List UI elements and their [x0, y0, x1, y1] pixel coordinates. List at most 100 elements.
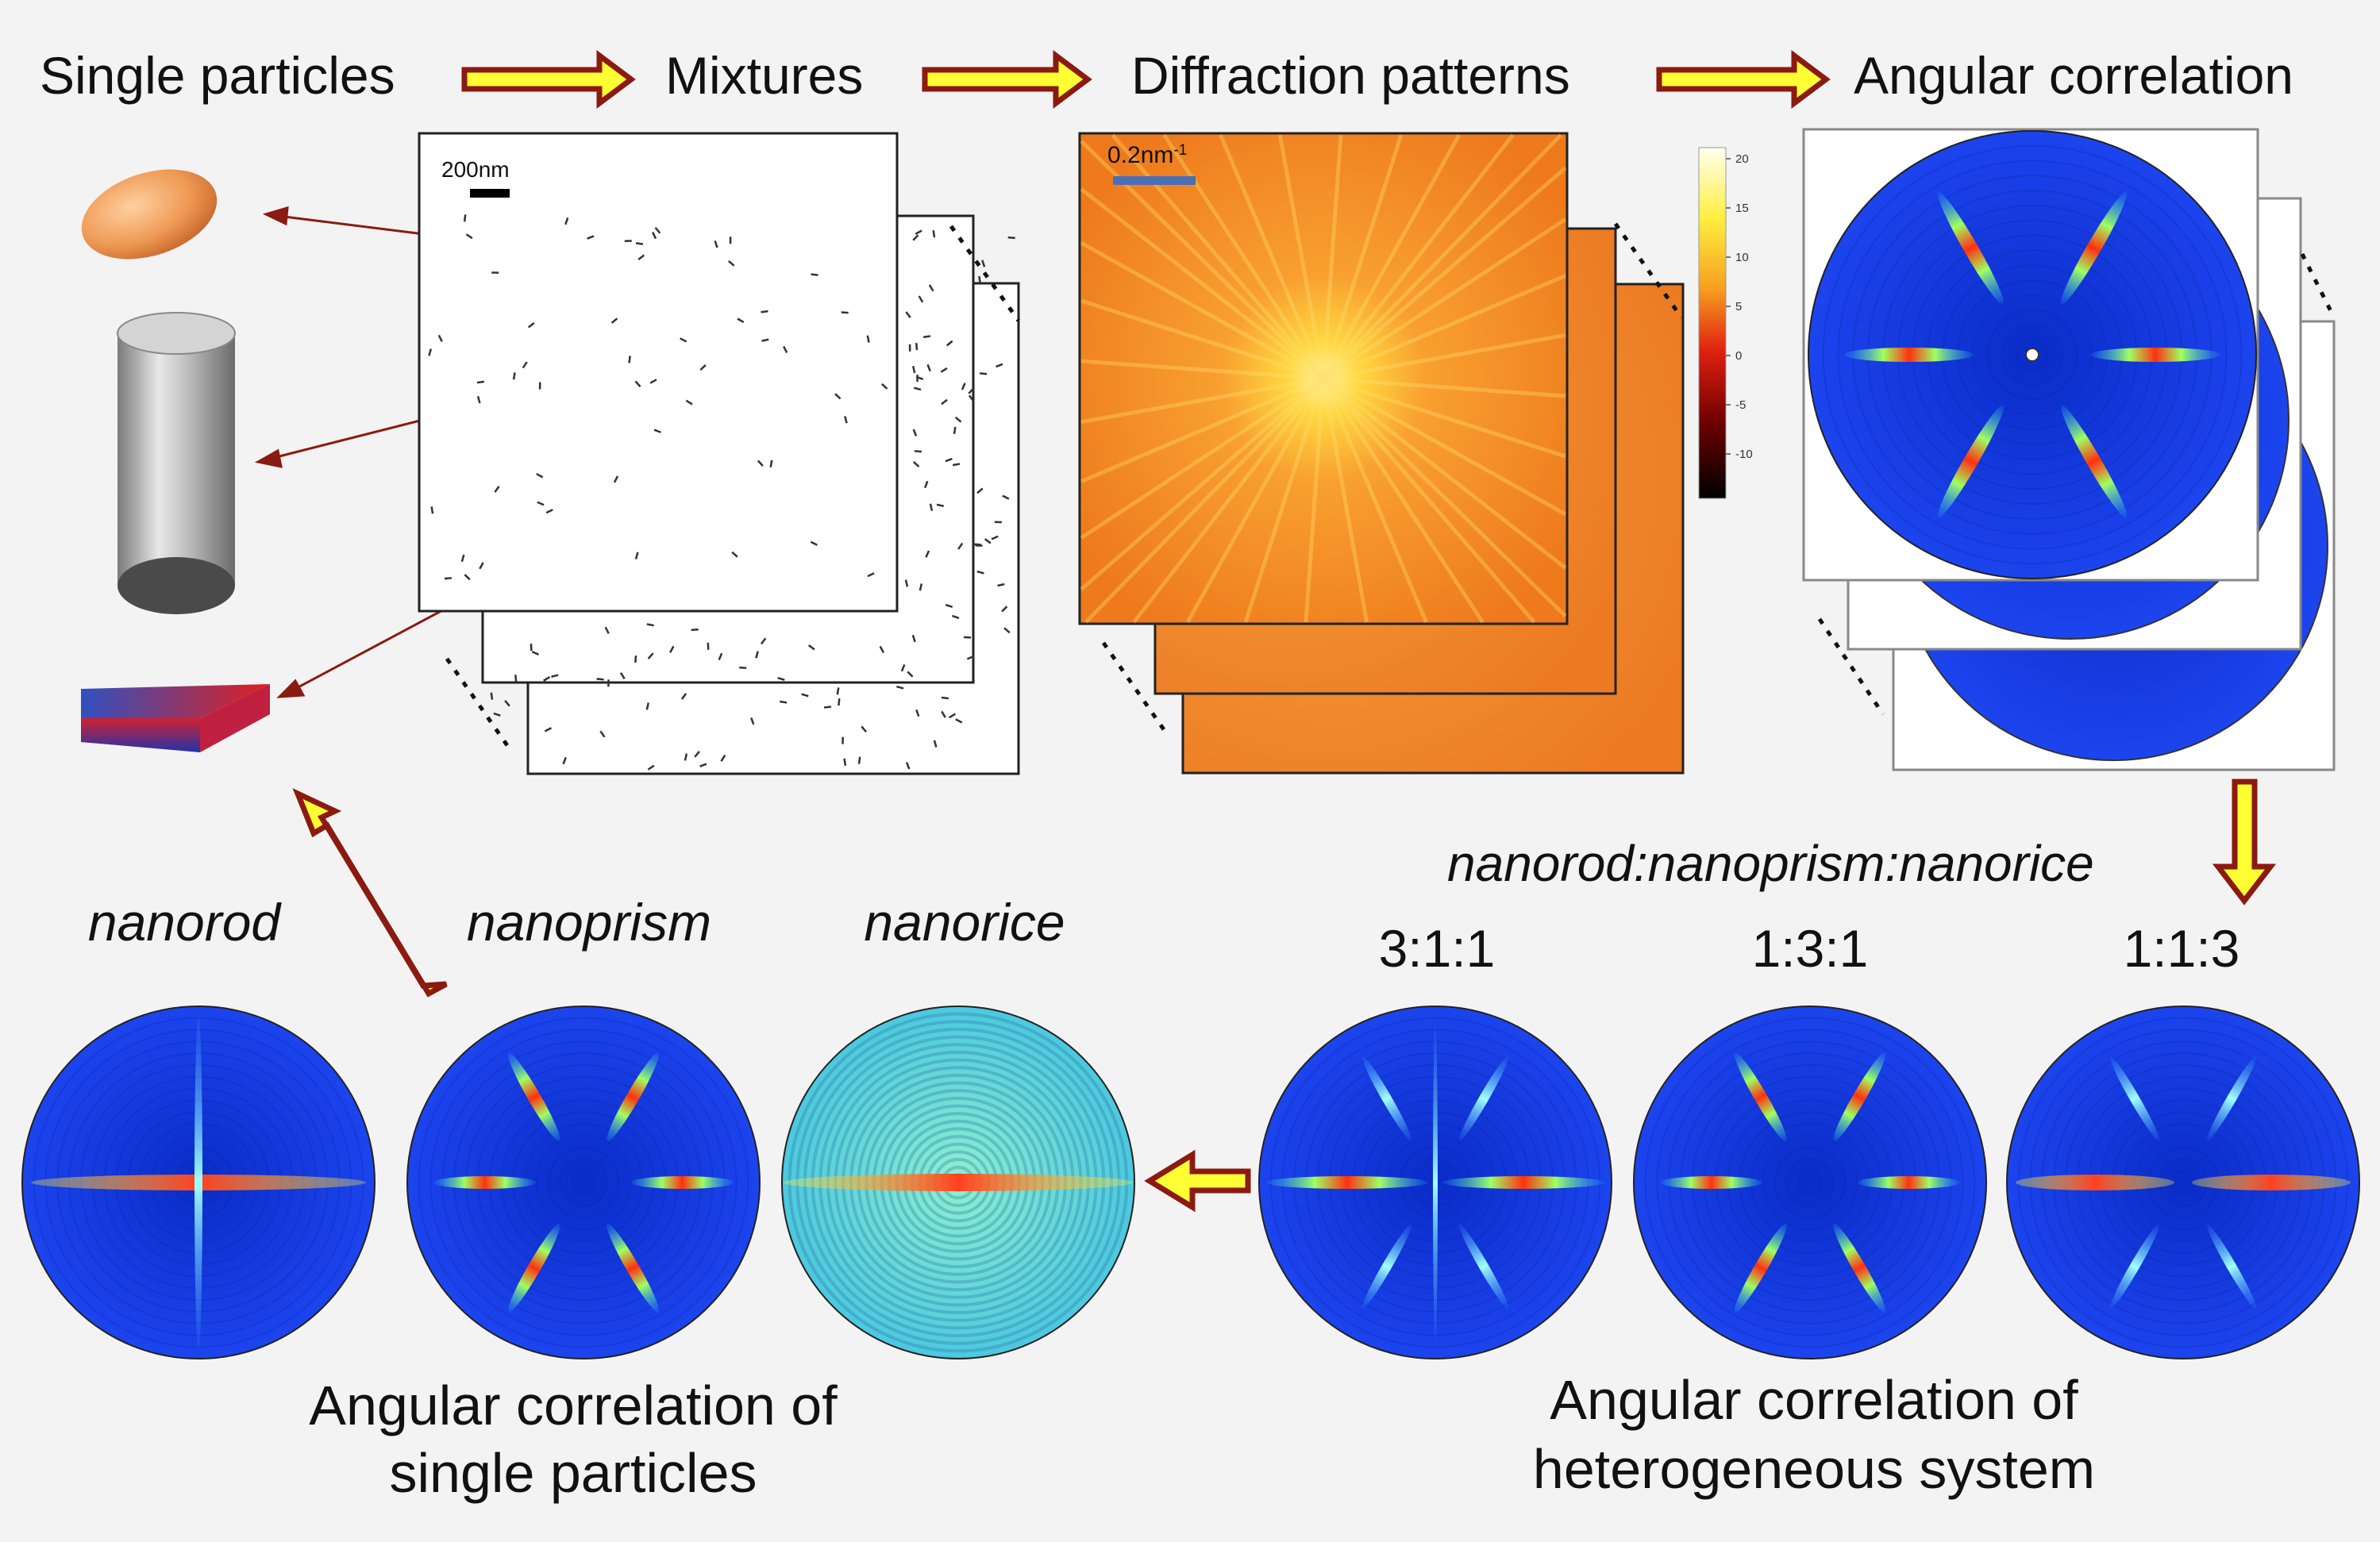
correlation-streak — [1660, 1176, 1763, 1189]
disk-ring — [1644, 1017, 1976, 1348]
correlation-streak — [630, 1176, 734, 1189]
particle-dot — [635, 242, 644, 245]
nanorice-ellipsoid — [81, 169, 218, 260]
particle-dot — [841, 736, 844, 744]
correlation-streak — [1937, 191, 2005, 305]
arrow-right-icon — [1656, 50, 1831, 109]
colorbar — [1698, 147, 1727, 499]
particle-dot — [718, 652, 723, 660]
particle-dot — [527, 322, 535, 329]
correlation-streak — [1937, 405, 2005, 518]
correlation-streak — [2060, 405, 2128, 518]
particle-dot — [761, 338, 769, 342]
particle-dot — [991, 535, 999, 540]
particle-dot — [966, 655, 975, 660]
particle-dot — [680, 337, 687, 343]
particle-dot — [545, 509, 553, 514]
disk-ring — [429, 1029, 737, 1336]
correlation-streak — [1844, 348, 1974, 362]
particle-dot — [634, 380, 641, 387]
particle-dot — [857, 756, 861, 764]
disk-ring — [1986, 309, 2078, 401]
particle-dot — [537, 501, 545, 506]
particle-dot — [430, 506, 434, 514]
disk-ring — [2001, 324, 2063, 386]
disk-ring — [547, 1146, 620, 1219]
particle-dot — [699, 763, 707, 767]
particle-dot — [955, 718, 963, 724]
particle-dot — [861, 725, 868, 733]
correlation-streak — [607, 1052, 660, 1142]
particle-dot — [476, 380, 485, 384]
correlation-streak — [1442, 1176, 1605, 1189]
disk-background — [406, 1006, 761, 1359]
particle-dot — [866, 335, 870, 343]
scalebar-reciprocal — [1113, 176, 1196, 185]
particle-dot — [761, 310, 768, 313]
correlation-streak — [2109, 1056, 2159, 1141]
diffraction-ray — [1219, 134, 1326, 379]
particle-dot — [463, 214, 467, 222]
particle-dot — [867, 572, 875, 578]
particle-dot — [564, 217, 569, 225]
particle-dot — [634, 552, 639, 560]
diffraction-ray — [1322, 376, 1567, 517]
correlation-streak — [507, 1223, 560, 1313]
particle-dot — [562, 756, 567, 765]
particle-dot — [844, 416, 848, 424]
step-angular-correlation: Angular correlation — [1854, 46, 2293, 105]
disk-ring — [1773, 1146, 1847, 1219]
particle-dot — [728, 260, 735, 267]
particle-dot — [941, 398, 948, 406]
particle-dot — [551, 674, 559, 678]
diffraction-ray — [1185, 377, 1326, 624]
correlation-streak — [1459, 1224, 1509, 1309]
diffraction-ray — [1322, 133, 1563, 380]
disk-ring — [1656, 1029, 1964, 1336]
particle-dot — [945, 603, 953, 608]
particle-dot — [926, 363, 931, 372]
particle-dot — [720, 754, 726, 762]
particle-dot — [610, 317, 618, 324]
particle-dot — [922, 335, 931, 339]
particle-dot — [952, 614, 960, 620]
particle-dot — [925, 550, 930, 558]
particle-dot — [912, 365, 916, 374]
particle-dot — [544, 727, 553, 733]
particle-dot — [945, 457, 953, 463]
particle-dot — [587, 235, 595, 240]
particle-dot — [957, 542, 964, 550]
diffraction-ray — [1080, 298, 1324, 381]
ratio-label-1: 3:1:1 — [1379, 919, 1496, 978]
particle-dot — [645, 702, 649, 710]
diffraction-ray — [1322, 217, 1567, 381]
particle-dot — [952, 463, 961, 467]
particle-dot — [428, 348, 433, 356]
particle-dot — [973, 543, 981, 546]
diffraction-stack — [1078, 132, 1685, 775]
scalebar-real — [470, 189, 510, 198]
arrow-up-left-icon — [292, 788, 448, 998]
colorbar-tick-label: -5 — [1735, 398, 1746, 412]
particle-dot — [536, 472, 544, 479]
particle-dot — [694, 751, 700, 758]
particle-dot — [996, 363, 1003, 368]
disk-ring — [559, 1158, 608, 1207]
correlation-streak — [1833, 1052, 1886, 1142]
disk-background — [2006, 1006, 2360, 1359]
particle-dot — [755, 651, 759, 659]
particle-dot — [911, 634, 916, 643]
diffraction-ray — [1080, 376, 1325, 540]
particle-dot — [783, 345, 788, 354]
particle-dot — [476, 396, 481, 404]
angular-correlation-main — [1808, 130, 2257, 579]
particle-dot — [912, 429, 918, 436]
disk-ring — [2016, 339, 2048, 371]
particle-dot — [460, 554, 465, 563]
particle-dot — [929, 503, 934, 511]
diffraction-ray — [1321, 377, 1485, 624]
particle-dot — [924, 480, 929, 489]
ratio-label-2: 1:3:1 — [1752, 919, 1869, 978]
diffraction-ray — [1080, 376, 1324, 483]
diffraction-ray — [1321, 378, 1369, 623]
